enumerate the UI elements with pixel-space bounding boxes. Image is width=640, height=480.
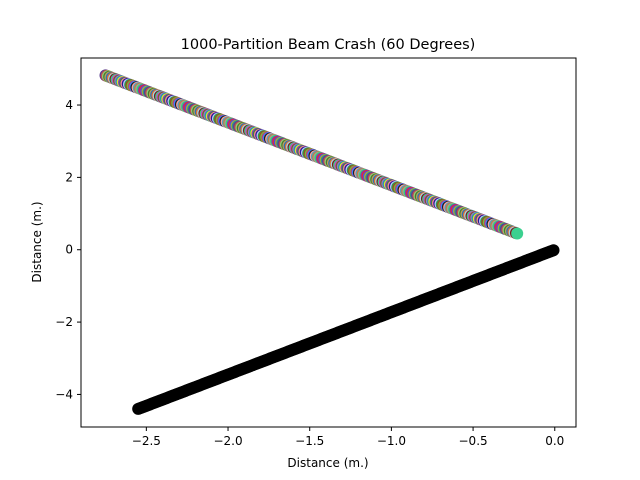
plot-frame xyxy=(80,57,577,428)
y-tick-label: 0 xyxy=(65,243,73,257)
black-beam-series xyxy=(132,244,560,415)
data-point xyxy=(511,227,524,240)
x-tick-label: −2.5 xyxy=(132,434,161,448)
y-axis: −4 −2 0 2 4 xyxy=(55,98,81,401)
x-axis-label: Distance (m.) xyxy=(287,456,368,470)
chart-title: 1000-Partition Beam Crash (60 Degrees) xyxy=(181,37,476,53)
y-tick-label: 2 xyxy=(65,170,73,184)
data-point xyxy=(547,244,560,257)
x-tick-label: −2.0 xyxy=(213,434,242,448)
y-axis-label: Distance (m.) xyxy=(30,201,44,282)
x-tick-label: −1.5 xyxy=(295,434,324,448)
y-tick-label: −4 xyxy=(55,387,73,401)
partitioned-beam-series xyxy=(99,69,524,240)
y-tick-label: 4 xyxy=(65,98,73,112)
x-tick-label: 0.0 xyxy=(545,434,564,448)
x-tick-label: −0.5 xyxy=(459,434,488,448)
x-tick-label: −1.0 xyxy=(377,434,406,448)
x-axis: −2.5 −2.0 −1.5 −1.0 −0.5 0.0 xyxy=(132,427,564,448)
y-tick-label: −2 xyxy=(55,315,73,329)
plot-marks xyxy=(99,69,560,415)
